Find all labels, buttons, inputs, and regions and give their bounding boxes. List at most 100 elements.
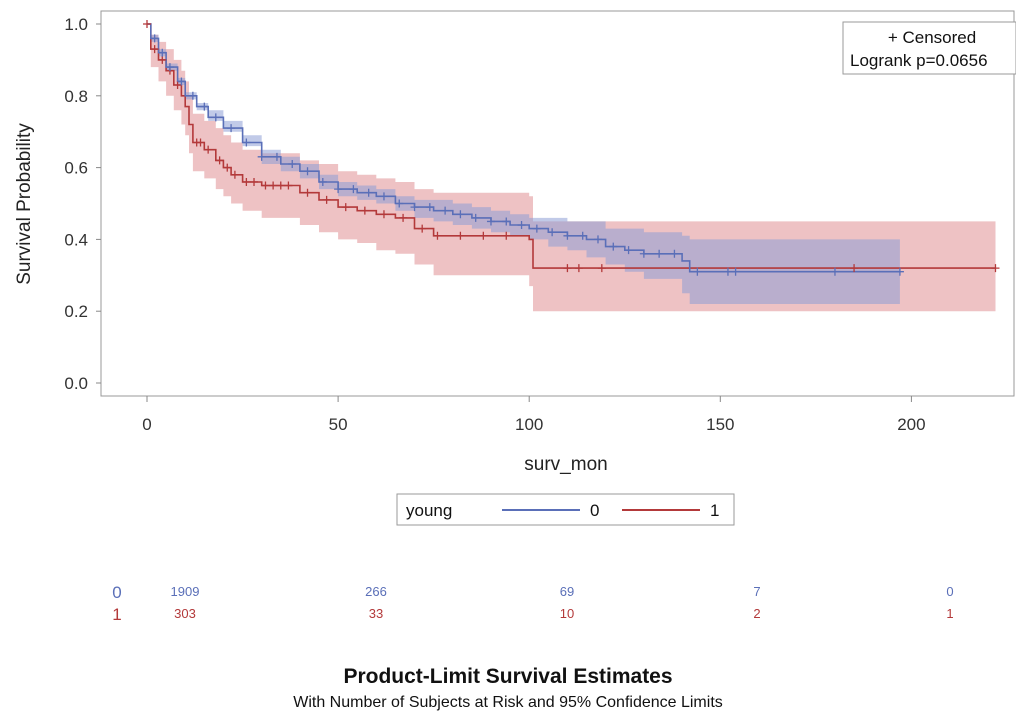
censor-mark-0: [227, 124, 236, 133]
risk-count: 1: [946, 606, 953, 621]
censor-mark-1: [303, 188, 312, 197]
censor-mark-0: [188, 91, 197, 100]
censor-mark-0: [288, 160, 297, 169]
legend-label-0: 0: [590, 501, 599, 520]
censor-mark-1: [173, 81, 182, 90]
risk-count: 303: [174, 606, 196, 621]
plot-frame: [100, 10, 1015, 397]
censor-mark-0: [731, 267, 740, 276]
censor-mark-0: [502, 217, 511, 226]
group-legend-title: young: [406, 501, 452, 520]
risk-count: 10: [560, 606, 574, 621]
censor-mark-1: [563, 264, 572, 273]
censor-mark-1: [230, 170, 239, 179]
group-legend: young 0 1: [396, 493, 735, 526]
censor-mark-1: [204, 145, 213, 154]
censor-markers: [143, 20, 1000, 276]
censor-mark-1: [322, 195, 331, 204]
censor-mark-0: [895, 267, 904, 276]
y-tick-label: 1.0: [64, 15, 88, 34]
censor-mark-0: [670, 249, 679, 258]
censor-mark-0: [471, 213, 480, 222]
censor-mark-1: [284, 181, 293, 190]
risk-count: 2: [753, 606, 760, 621]
censor-mark-1: [261, 181, 270, 190]
axes: 0.0 0.2 0.4 0.6 0.8 1.0 0 50 100 150 200: [64, 15, 925, 434]
censor-mark-1: [479, 231, 488, 240]
censor-mark-0: [272, 152, 281, 161]
risk-table: 0 1909 266 69 7 0 1 303 33 10 2 1: [112, 583, 953, 624]
censor-mark-0: [441, 206, 450, 215]
censor-mark-0: [723, 267, 732, 276]
censor-mark-0: [693, 267, 702, 276]
censor-mark-1: [399, 213, 408, 222]
logrank-label: Logrank p=0.0656: [850, 51, 988, 70]
censor-mark-1: [276, 181, 285, 190]
censor-mark-1: [456, 231, 465, 240]
censor-mark-1: [574, 264, 583, 273]
censored-label: + Censored: [888, 28, 976, 47]
x-axis-title: surv_mon: [524, 454, 607, 475]
risk-count: 1909: [171, 584, 200, 599]
censor-mark-0: [242, 138, 251, 147]
censor-mark-0: [425, 203, 434, 212]
censor-mark-0: [532, 224, 541, 233]
censor-mark-1: [502, 231, 511, 240]
censor-mark-1: [242, 177, 251, 186]
censor-mark-0: [349, 185, 358, 194]
censor-mark-0: [379, 192, 388, 201]
censor-mark-1: [158, 55, 167, 64]
censor-mark-0: [624, 246, 633, 255]
censor-mark-1: [223, 163, 232, 172]
y-tick-label: 0.6: [64, 159, 88, 178]
censor-mark-0: [655, 249, 664, 258]
censor-mark-0: [158, 48, 167, 57]
censor-mark-0: [318, 177, 327, 186]
y-tick-label: 0.2: [64, 302, 88, 321]
footer-title: Product-Limit Survival Estimates: [343, 665, 672, 688]
censor-mark-0: [548, 228, 557, 237]
censor-mark-1: [418, 224, 427, 233]
inset-legend-box: [842, 21, 1016, 75]
y-tick-label: 0.8: [64, 87, 88, 106]
censor-mark-0: [486, 217, 495, 226]
risk-count: 69: [560, 584, 574, 599]
censor-mark-0: [830, 267, 839, 276]
y-axis-title: Survival Probability: [14, 123, 35, 285]
censor-mark-0: [364, 188, 373, 197]
censor-mark-0: [410, 203, 419, 212]
censor-mark-0: [609, 242, 618, 251]
censor-mark-1: [597, 264, 606, 273]
censor-mark-1: [143, 20, 151, 28]
censor-mark-0: [334, 185, 343, 194]
censor-mark-0: [395, 199, 404, 208]
censor-mark-0: [593, 235, 602, 244]
risk-row-label-0: 0: [112, 583, 121, 602]
censor-mark-0: [456, 210, 465, 219]
censor-mark-0: [211, 113, 220, 122]
censor-mark-0: [303, 167, 312, 176]
censor-mark-1: [150, 45, 159, 54]
risk-count: 33: [369, 606, 383, 621]
censor-mark-0: [200, 102, 209, 111]
footer-subtitle: With Number of Subjects at Risk and 95% …: [293, 694, 723, 711]
censor-mark-1: [341, 203, 350, 212]
censor-mark-1: [379, 210, 388, 219]
censor-mark-0: [517, 221, 526, 230]
censor-mark-1: [433, 231, 442, 240]
risk-count: 0: [946, 584, 953, 599]
censor-mark-1: [250, 177, 259, 186]
censor-mark-1: [850, 264, 859, 273]
x-tick-label: 0: [142, 415, 151, 434]
censor-mark-1: [360, 206, 369, 215]
censor-mark-0: [257, 152, 266, 161]
risk-count: 266: [365, 584, 387, 599]
censor-mark-1: [215, 156, 224, 165]
censor-mark-0: [578, 231, 587, 240]
y-tick-label: 0.0: [64, 374, 88, 393]
risk-count: 7: [753, 584, 760, 599]
y-tick-label: 0.4: [64, 230, 88, 249]
censor-mark-0: [563, 231, 572, 240]
x-tick-label: 100: [515, 415, 543, 434]
